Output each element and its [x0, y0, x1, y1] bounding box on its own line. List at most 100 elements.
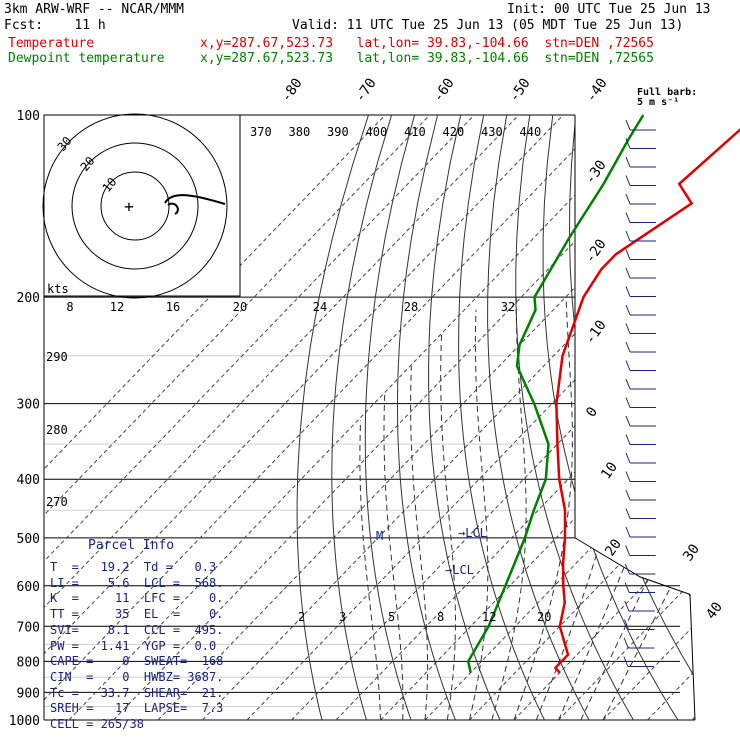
- pressure-label-400: 400: [17, 473, 40, 488]
- wind-barb-flag: [623, 637, 629, 649]
- wind-barb-flag: [625, 545, 631, 556]
- dry-adiabat: [296, 115, 369, 720]
- speed-axis-label: 24: [313, 300, 327, 314]
- parcel-info-title: Parcel Info: [88, 538, 175, 553]
- hodograph-ring: [71, 142, 199, 270]
- temp-tick-right: 20: [602, 536, 625, 559]
- parcel-info-row: T = 19.2 Td = 0.3: [50, 560, 217, 574]
- temp-tick-top: -70: [352, 75, 380, 105]
- isotherm: [691, 115, 695, 720]
- temp-tick-top: -40: [583, 75, 611, 105]
- speed-axis-label: 8: [66, 300, 73, 314]
- parcel-info-row: CAPE = 0 SWEAT= 168: [50, 654, 224, 669]
- valid-time: Valid: 11 UTC Tue 25 Jun 13 (05 MDT Tue …: [292, 18, 684, 33]
- dry-adiabat: [690, 115, 695, 720]
- wind-barb-flag: [625, 471, 631, 482]
- hodograph-trace: [164, 194, 226, 215]
- parcel-info-row: TT = 35 EL = 0.: [50, 607, 224, 622]
- parcel-info-row: CELL = 265/38: [50, 717, 144, 731]
- isotherm: [424, 115, 695, 720]
- temp-tick-top: -60: [430, 75, 458, 105]
- wind-barb-flag: [624, 563, 630, 575]
- theta-label: 290: [46, 350, 68, 364]
- moist-adiabat: [383, 394, 404, 720]
- dry-adiabat: [714, 115, 740, 720]
- hodograph-center: +: [124, 197, 134, 216]
- dewpoint-legend: Dewpoint temperature: [8, 51, 165, 66]
- theta-e-label: 410: [404, 125, 426, 139]
- moist-adiabat: [558, 297, 695, 720]
- isotherm: [44, 115, 431, 720]
- parcel-info-row: PW = 1.41 YGP = 0.0: [50, 638, 217, 653]
- wind-barb-flag: [625, 415, 631, 427]
- wind-barb-flag: [625, 175, 631, 186]
- parcel-info-panel: Parcel Info T = 19.2 Td = 0.3 LI = 5.6 LC…: [44, 536, 240, 734]
- temp-tick-top: -80: [278, 75, 306, 105]
- isotherm: [44, 115, 386, 720]
- hodograph-box: [43, 114, 241, 297]
- moist-adiabat: [580, 296, 695, 720]
- isotherm: [44, 115, 475, 720]
- moist-adiabat: [410, 366, 429, 720]
- barb-legend-line: Full barb:: [637, 87, 697, 98]
- plot-right-edge-lower: [574, 537, 696, 721]
- pressure-label-200: 200: [17, 291, 40, 306]
- speed-axis-label: 20: [233, 300, 247, 314]
- wind-barb-flag: [624, 600, 630, 612]
- wind-barb-flag: [625, 508, 631, 519]
- theta-label: 270: [46, 495, 68, 509]
- wind-barb-flag: [625, 267, 631, 279]
- dry-adiabat: [667, 115, 695, 720]
- temperature-legend: Temperature: [8, 36, 95, 51]
- temp-tick-right: 0: [583, 404, 601, 420]
- mixing-ratio-label: 12: [482, 610, 496, 624]
- hodograph-ring: [42, 113, 228, 299]
- moist-adiabat: [469, 309, 489, 720]
- parcel-info-row: K = 11 LFC = 0.: [50, 591, 224, 606]
- wind-barb-flag: [625, 119, 631, 131]
- dry-adiabat: [542, 115, 679, 720]
- theta-e-label: 420: [443, 125, 465, 139]
- theta-e-label: 390: [327, 125, 349, 139]
- pressure-label-1000: 1000: [9, 714, 40, 729]
- mixing-ratio-label: 3: [339, 610, 346, 624]
- wind-barb-flag: [625, 212, 631, 223]
- pressure-label-600: 600: [17, 580, 40, 595]
- isotherm: [291, 115, 695, 720]
- dry-adiabat: [331, 115, 393, 720]
- wind-barb-flag: [624, 582, 630, 593]
- wind-barb-flag: [625, 397, 631, 408]
- init-time: Init: 00 UTC Tue 25 Jun 13: [507, 2, 711, 17]
- wind-barb-flag: [625, 434, 631, 445]
- isotherm: [513, 115, 695, 720]
- barb-legend-line: 5 m s⁻¹: [637, 97, 679, 108]
- wind-barb-flag: [625, 249, 631, 260]
- parcel-info-row: Tc = 33.7 SHEAR= 21.: [50, 685, 224, 700]
- pressure-label-500: 500: [17, 532, 40, 547]
- speed-axis-label: 28: [404, 300, 418, 314]
- theta-e-label: 440: [520, 125, 542, 139]
- parcel-info-row: SVI= 8.1 CCL = 495.: [50, 622, 224, 637]
- theta-e-label: 380: [289, 125, 311, 139]
- moist-adiabat: [535, 297, 630, 720]
- moist-adiabat: [440, 333, 456, 720]
- wind-barb-flag: [625, 489, 631, 501]
- speed-axis-label: 16: [166, 300, 180, 314]
- forecast-hour: Fcst: 11 h: [4, 18, 106, 33]
- wind-barb-flag: [624, 619, 629, 630]
- wind-barb-flag: [625, 230, 631, 242]
- pressure-label-900: 900: [17, 686, 40, 701]
- pressure-label-800: 800: [17, 655, 40, 670]
- isotherm: [44, 115, 564, 720]
- isotherm: [558, 115, 695, 720]
- mixing-ratio-label: 2: [298, 610, 305, 624]
- dry-adiabat: [643, 115, 695, 720]
- pressure-label-700: 700: [17, 620, 40, 635]
- moist-adiabat: [602, 296, 695, 720]
- mixing-ratio-label: 8: [437, 610, 444, 624]
- moist-adiabat: [491, 297, 527, 720]
- parcel-annotation: →LCL: [458, 526, 487, 540]
- isotherm: [68, 115, 653, 720]
- dewpoint-location: x,y=287.67,523.73 lat,lon= 39.83,-104.66…: [200, 51, 654, 66]
- isotherm: [202, 115, 695, 720]
